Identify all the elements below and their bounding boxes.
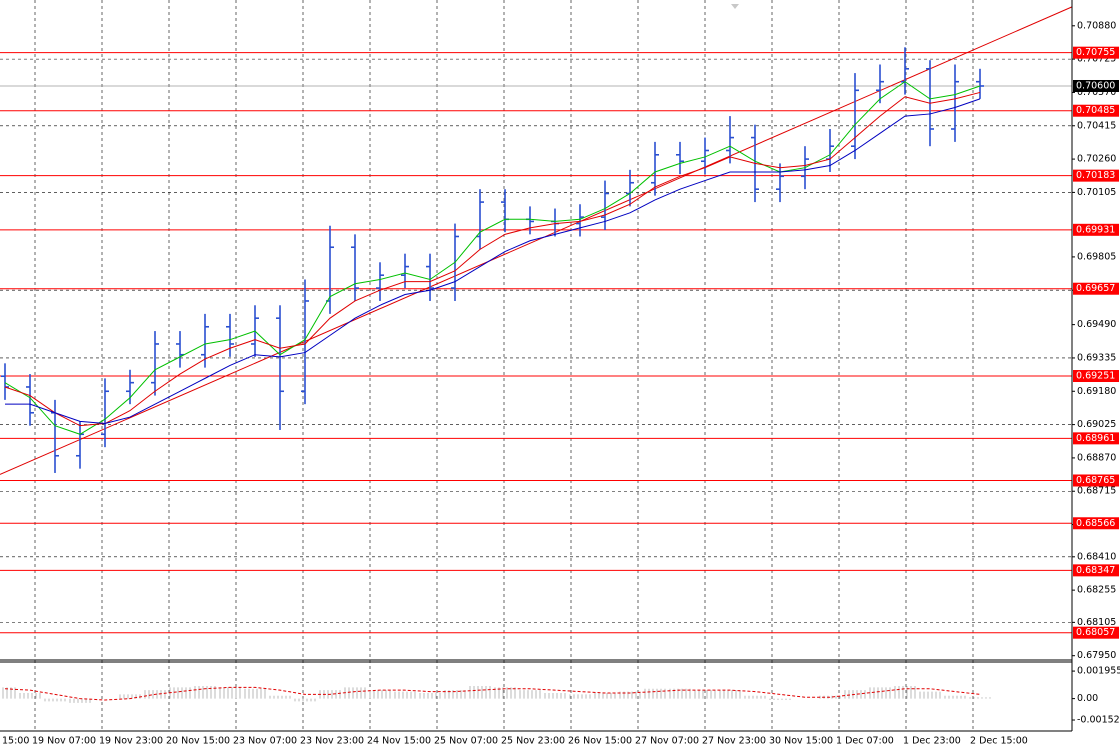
y-tick-label: 0.67950: [1077, 650, 1116, 661]
x-tick-label: 27 Nov 23:00: [702, 736, 766, 747]
y-tick-label: 0.69490: [1077, 319, 1116, 330]
level-label: 0.68961: [1076, 433, 1115, 444]
level-label: 0.69251: [1076, 371, 1115, 382]
x-tick-label: 15:00: [2, 736, 29, 747]
x-tick-label: 20 Nov 15:00: [166, 736, 230, 747]
x-tick-label: 24 Nov 15:00: [367, 736, 431, 747]
moving-average: [4, 91, 981, 427]
level-label: 0.70183: [1076, 170, 1115, 181]
x-tick-label: 26 Nov 15:00: [568, 736, 632, 747]
level-label-box: [1073, 474, 1119, 487]
y-tick-label: 0.70570: [1077, 87, 1116, 98]
y-tick-label: 0.69805: [1077, 251, 1116, 262]
level-label-box: [1073, 104, 1119, 117]
level-label-box: [1073, 564, 1119, 577]
y-tick-label: 0.70725: [1077, 54, 1116, 65]
x-tick-label: 23 Nov 23:00: [300, 736, 364, 747]
level-label-box: [1073, 626, 1119, 639]
price-panel: [0, 6, 1073, 634]
x-tick-label: 19 Nov 07:00: [32, 736, 96, 747]
level-label: 0.68765: [1076, 475, 1115, 486]
level-label-box: [1073, 517, 1119, 530]
level-label-box: [1073, 223, 1119, 236]
level-label-box: [1073, 282, 1119, 295]
level-label: 0.70485: [1076, 105, 1115, 116]
level-label: 0.70755: [1076, 47, 1115, 58]
current-price-box: [1073, 79, 1119, 92]
level-label: 0.69657: [1076, 283, 1115, 294]
x-tick-label: 1 Dec 07:00: [836, 736, 894, 747]
osc-y-tick-label: 0.001955: [1077, 666, 1120, 677]
level-label: 0.69931: [1076, 224, 1115, 235]
current-price-label: 0.70600: [1076, 80, 1115, 91]
x-tick-label: 25 Nov 07:00: [434, 736, 498, 747]
y-tick-label: 0.70415: [1077, 120, 1116, 131]
y-tick-label: 0.68410: [1077, 551, 1116, 562]
x-tick-label: 25 Nov 23:00: [501, 736, 565, 747]
axes: 15:00 19 Nov 07:00 19 Nov 23:00 20 Nov 15:0…: [2, 20, 1120, 746]
trendline: [0, 6, 1073, 475]
osc-signal: [4, 686, 981, 701]
y-tick-label: 0.70260: [1077, 154, 1116, 165]
oscillator-panel: [2, 685, 991, 703]
level-label: 0.68347: [1076, 565, 1115, 576]
y-tick-label: 0.68255: [1077, 585, 1116, 596]
y-tick-label: 0.68870: [1077, 452, 1116, 463]
moving-average: [5, 98, 981, 425]
y-tick-label: 0.69025: [1077, 419, 1116, 430]
y-tick-label: 0.69335: [1077, 352, 1116, 363]
level-label-box: [1073, 370, 1119, 383]
level-label-box: [1073, 46, 1119, 59]
osc-y-tick-label: -0.00152: [1077, 715, 1120, 726]
grid: [0, 0, 1072, 731]
level-label: 0.68566: [1076, 518, 1115, 529]
level-label-box: [1073, 432, 1119, 445]
level-label-box: [1073, 169, 1119, 182]
x-tick-label: 1 Dec 23:00: [903, 736, 961, 747]
y-tick-label: 0.68105: [1077, 617, 1116, 628]
x-tick-label: 2 Dec 15:00: [970, 736, 1028, 747]
x-tick-label: 19 Nov 23:00: [99, 736, 163, 747]
y-tick-label: 0.69180: [1077, 386, 1116, 397]
x-tick-label: 27 Nov 07:00: [635, 736, 699, 747]
y-tick-label: 0.68715: [1077, 486, 1116, 497]
level-label: 0.68057: [1076, 627, 1115, 638]
x-tick-label: 23 Nov 07:00: [233, 736, 297, 747]
x-tick-label: 30 Nov 15:00: [769, 736, 833, 747]
osc-y-tick-label: 0.00: [1077, 693, 1098, 704]
y-tick-label: 0.70880: [1077, 20, 1116, 31]
moving-average: [4, 81, 981, 435]
shift-marker: [731, 4, 739, 9]
y-tick-label: 0.70105: [1077, 187, 1116, 198]
